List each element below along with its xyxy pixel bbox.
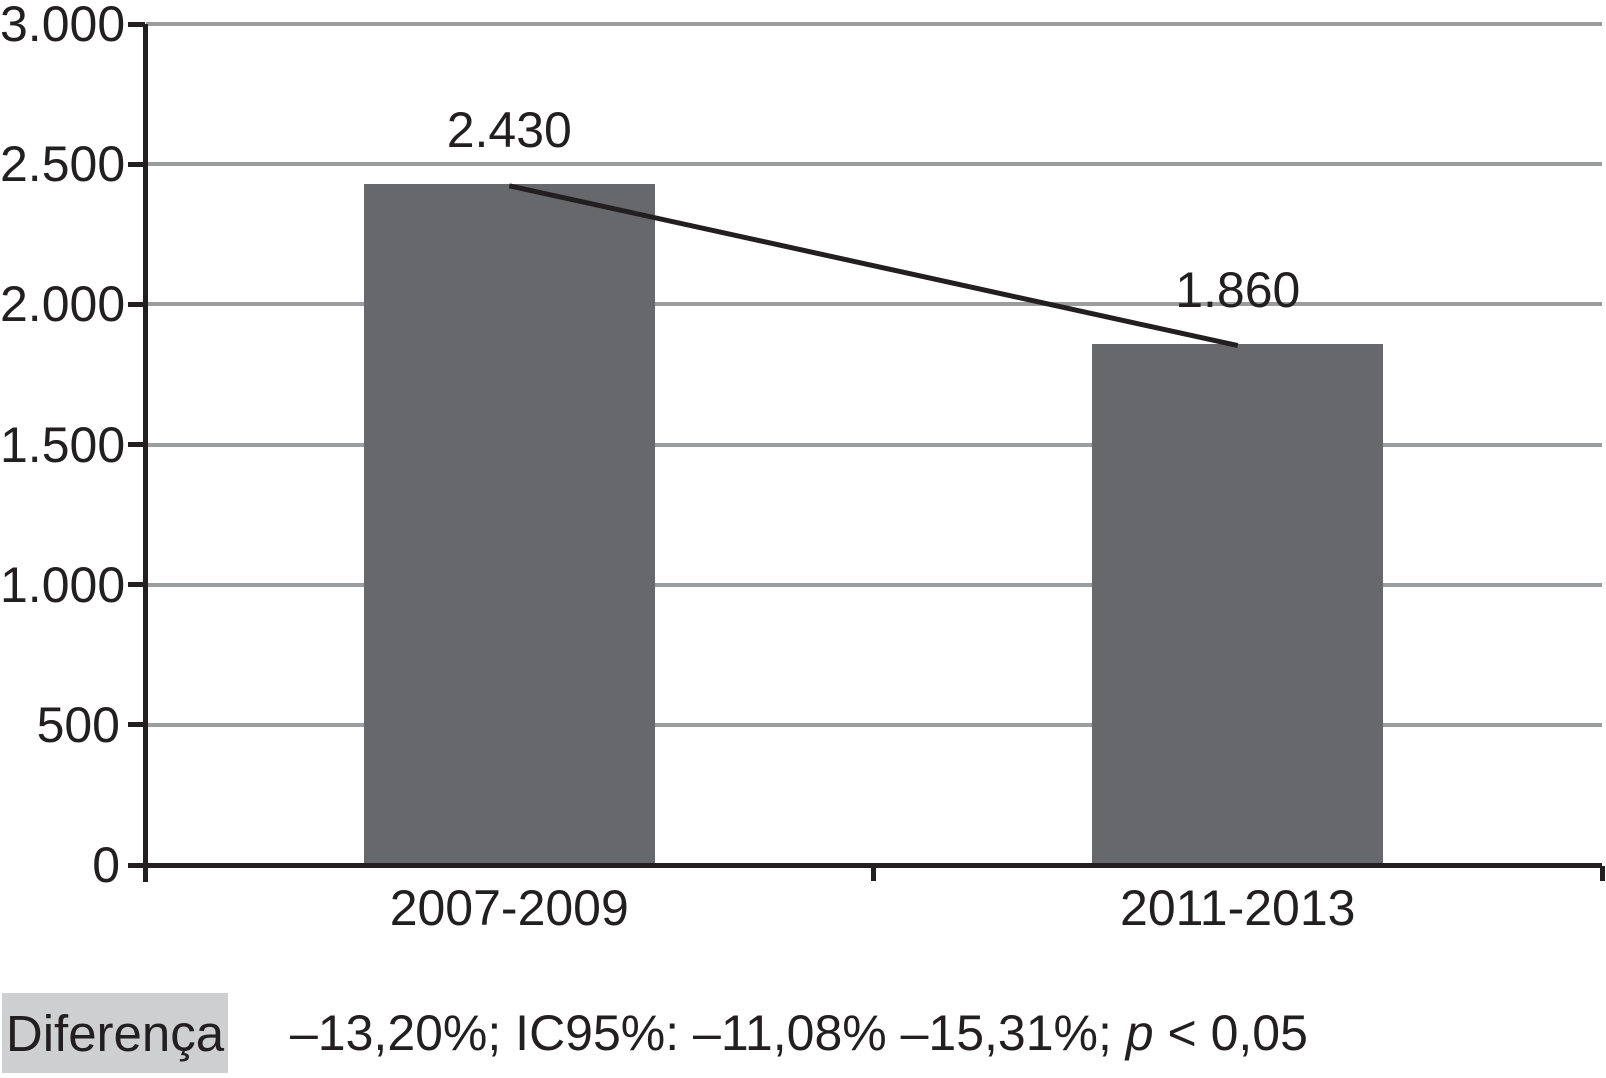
difference-stats: –13,20%; IC95%: –11,08% –15,31%; p < 0,0… [290, 1004, 1308, 1062]
x-tick-mark [1599, 866, 1605, 881]
y-tick-label: 1.500 [0, 416, 126, 473]
y-tick-label: 0 [92, 837, 120, 893]
x-tick-mark [871, 866, 876, 881]
y-tick-label: 3.000 [0, 0, 126, 52]
x-category-label: 2007-2009 [389, 880, 629, 936]
gridline [146, 442, 1602, 447]
x-axis-line [143, 863, 1602, 868]
bar [363, 183, 655, 863]
y-tick-mark [128, 301, 145, 307]
bar-value-label: 1.860 [1175, 261, 1301, 318]
y-tick-mark [128, 722, 145, 728]
y-tick-mark [128, 442, 145, 447]
y-tick-mark [128, 862, 145, 868]
gridline [146, 722, 1602, 727]
gridline [146, 22, 1602, 26]
y-tick-mark [128, 21, 145, 27]
y-tick-label: 500 [36, 696, 120, 753]
y-axis-line [143, 24, 148, 882]
y-tick-mark [128, 582, 145, 588]
gridline [146, 162, 1602, 167]
y-tick-label: 1.000 [0, 556, 126, 613]
p-value-symbol: p [1125, 1005, 1154, 1061]
stats-text-after-p: < 0,05 [1153, 1005, 1308, 1061]
y-tick-label: 2.500 [0, 136, 126, 193]
difference-label: Diferença [5, 1004, 225, 1062]
difference-label-box: Diferença [2, 993, 228, 1073]
bar [1092, 343, 1384, 863]
footer-legend: Diferença –13,20%; IC95%: –11,08% –15,31… [2, 993, 1308, 1073]
bar-value-label: 2.430 [446, 101, 572, 158]
y-tick-mark [128, 161, 145, 167]
x-category-label: 2011-2013 [1120, 880, 1356, 936]
stats-text-before-p: –13,20%; IC95%: –11,08% –15,31%; [290, 1005, 1126, 1061]
gridline [146, 582, 1602, 587]
y-tick-label: 2.000 [0, 276, 126, 333]
